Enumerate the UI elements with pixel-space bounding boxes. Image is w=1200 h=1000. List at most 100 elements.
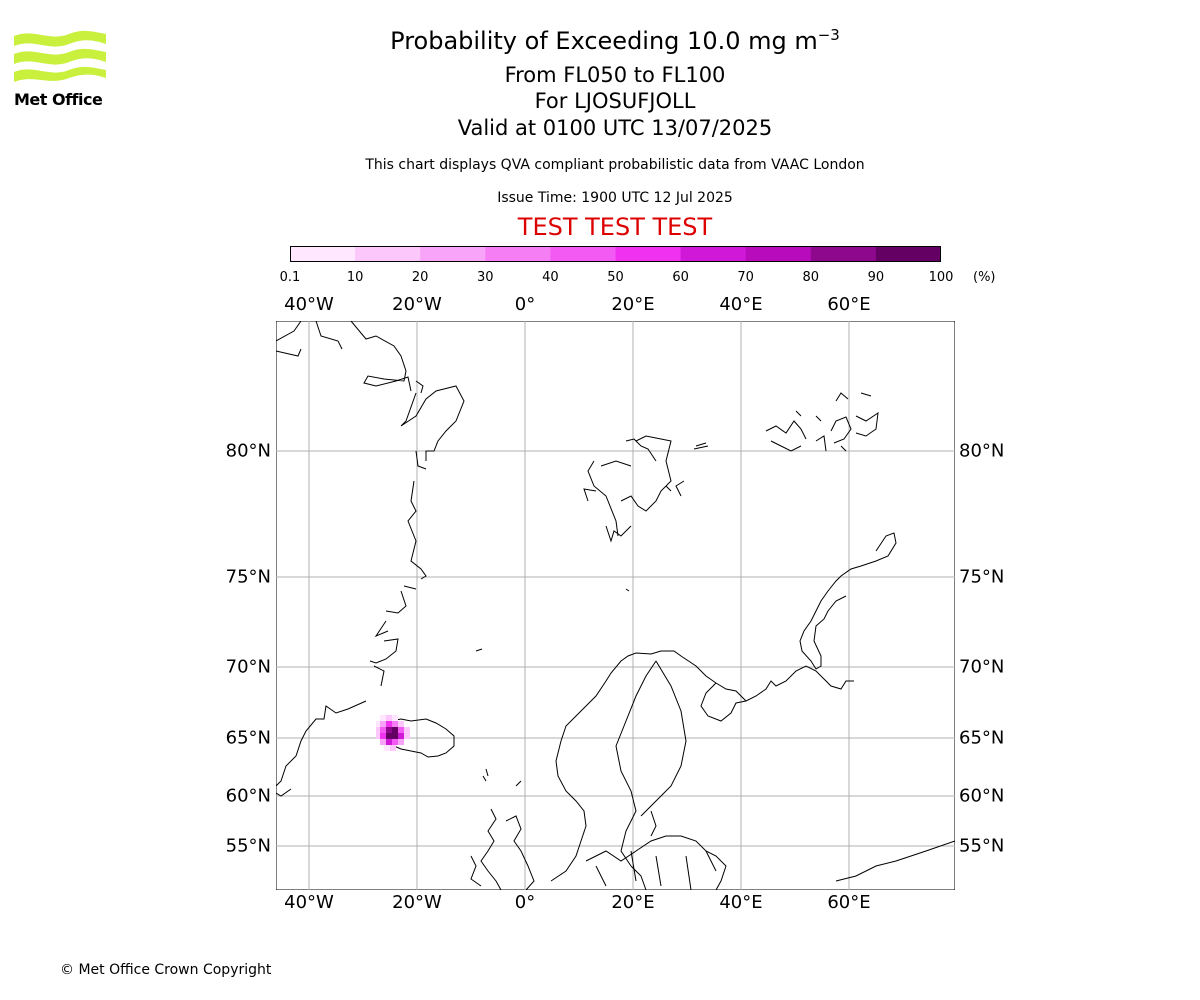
plume-cell bbox=[392, 721, 398, 727]
latitude-label: 70°N bbox=[959, 656, 1005, 678]
colorbar-segment bbox=[485, 246, 551, 262]
longitude-label: 60°E bbox=[827, 892, 871, 913]
plume-cell bbox=[380, 733, 386, 739]
met-office-logo bbox=[14, 28, 109, 113]
colorbar-tick-label: 50 bbox=[607, 270, 624, 285]
plume-cell bbox=[380, 715, 386, 721]
colorbar-segment bbox=[745, 246, 812, 262]
plume-cell bbox=[386, 739, 392, 745]
colorbar-tick-label: 90 bbox=[867, 270, 885, 285]
latitude-label: 80°N bbox=[959, 440, 1005, 462]
latitude-label: 75°N bbox=[959, 566, 1005, 588]
latitude-label: 70°N bbox=[225, 656, 271, 678]
longitude-label: 40°W bbox=[284, 892, 334, 913]
colorbar-tick-label: 80 bbox=[802, 270, 820, 285]
valid-time: Valid at 0100 UTC 13/07/2025 bbox=[457, 116, 773, 140]
colorbar-segment bbox=[810, 246, 877, 262]
novaya-zemlya bbox=[799, 532, 897, 670]
longitude-label: 60°E bbox=[827, 294, 871, 315]
longitude-label: 20°W bbox=[392, 294, 442, 315]
franz-josef-land bbox=[765, 392, 879, 452]
greenland-coast bbox=[276, 321, 465, 797]
longitude-label: 40°E bbox=[719, 294, 763, 315]
met-office-waves-icon bbox=[14, 30, 106, 82]
colorbar-segment bbox=[550, 246, 616, 262]
colorbar-segment bbox=[615, 246, 682, 262]
jan-mayen bbox=[475, 648, 483, 652]
longitude-label: 40°W bbox=[284, 294, 334, 315]
plume-cell bbox=[376, 721, 382, 727]
plume-cell bbox=[398, 721, 404, 727]
volcano-name: For LJOSUFJOLL bbox=[534, 89, 696, 113]
chart-title: Probability of Exceeding 10.0 mg m−3 bbox=[390, 26, 840, 55]
colorbar-tick-label: 70 bbox=[737, 270, 754, 285]
issue-time: Issue Time: 1900 UTC 12 Jul 2025 bbox=[497, 190, 733, 206]
plume-cell bbox=[392, 739, 398, 745]
colorbar-tick-label: 0.1 bbox=[279, 270, 301, 285]
scandinavia-coast bbox=[550, 650, 854, 882]
colorbar-segment bbox=[420, 246, 486, 262]
plume-cell bbox=[392, 727, 398, 733]
colorbar-tick-label: 100 bbox=[928, 270, 954, 285]
colorbar-tick-label: 10 bbox=[346, 270, 364, 285]
bear-island bbox=[625, 588, 630, 592]
colorbar-unit: (%) bbox=[973, 270, 996, 285]
british-isles-coast bbox=[470, 780, 535, 890]
plume-cell bbox=[398, 733, 404, 739]
plume-cell bbox=[398, 727, 404, 733]
longitude-label: 20°E bbox=[611, 892, 655, 913]
copyright-notice: © Met Office Crown Copyright bbox=[60, 962, 272, 978]
plume-cell bbox=[376, 727, 382, 733]
kong-karl-land bbox=[693, 442, 709, 450]
map-frame bbox=[276, 321, 955, 890]
plume-cell bbox=[392, 733, 398, 739]
plume-cell bbox=[390, 745, 396, 751]
chart-description: This chart displays QVA compliant probab… bbox=[365, 157, 865, 173]
latitude-label: 60°N bbox=[225, 785, 271, 807]
latitude-label: 60°N bbox=[959, 785, 1005, 807]
plume-cell bbox=[380, 721, 386, 727]
colorbar-segment bbox=[355, 246, 421, 262]
colorbar-segment bbox=[875, 246, 941, 262]
white-sea bbox=[700, 682, 747, 722]
latitude-label: 75°N bbox=[225, 566, 271, 588]
plume-cell bbox=[380, 739, 386, 745]
plume-cell bbox=[404, 733, 410, 739]
colorbar-segment bbox=[680, 246, 747, 262]
plume-cell bbox=[404, 727, 410, 733]
colorbar-tick-label: 30 bbox=[477, 270, 494, 285]
ash-probability-plume bbox=[376, 715, 410, 751]
faroe-islands bbox=[482, 768, 489, 782]
met-office-logo-text: Met Office bbox=[14, 90, 103, 109]
plume-cell bbox=[386, 727, 392, 733]
plume-cell bbox=[392, 715, 398, 721]
test-banner: TEST TEST TEST bbox=[517, 213, 713, 241]
map-panel bbox=[276, 321, 955, 890]
longitude-label: 40°E bbox=[719, 892, 763, 913]
coastlines bbox=[276, 321, 955, 890]
probability-colorbar bbox=[290, 246, 941, 262]
colorbar-tick-label: 20 bbox=[411, 270, 429, 285]
flight-level-range: From FL050 to FL100 bbox=[504, 63, 726, 87]
plume-cell bbox=[376, 733, 382, 739]
longitude-label: 20°W bbox=[392, 892, 442, 913]
latitude-label: 80°N bbox=[225, 440, 271, 462]
plume-cell bbox=[386, 721, 392, 727]
plume-cell bbox=[386, 733, 392, 739]
colorbar-tick-label: 40 bbox=[542, 270, 559, 285]
latitude-label: 65°N bbox=[225, 727, 271, 749]
longitude-label: 20°E bbox=[611, 294, 655, 315]
plume-cell bbox=[380, 727, 386, 733]
svalbard-coast bbox=[583, 435, 685, 543]
latitude-label: 65°N bbox=[959, 727, 1005, 749]
latitude-label: 55°N bbox=[225, 835, 271, 857]
colorbar-segment bbox=[290, 246, 356, 262]
colorbar-tick-label: 60 bbox=[672, 270, 689, 285]
longitude-label: 0° bbox=[514, 892, 536, 913]
plume-cell bbox=[398, 739, 404, 745]
plume-cell bbox=[384, 745, 390, 751]
colorbar-border bbox=[290, 246, 941, 262]
europe-borders bbox=[595, 840, 955, 890]
latitude-label: 55°N bbox=[959, 835, 1005, 857]
sweden-finland-border bbox=[615, 660, 687, 867]
